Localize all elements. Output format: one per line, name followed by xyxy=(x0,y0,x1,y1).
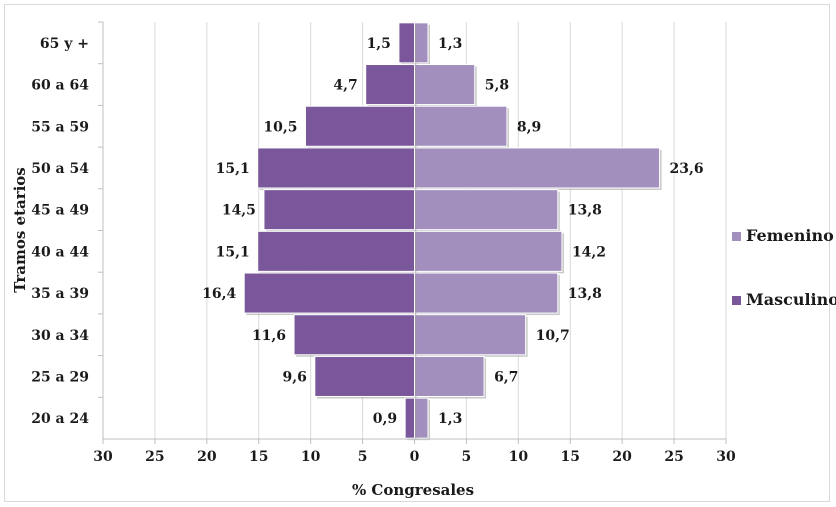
bar-femenino xyxy=(414,314,527,356)
x-tick-label: 25 xyxy=(664,449,683,465)
legend: Femenino Masculino xyxy=(732,226,836,309)
legend-swatch xyxy=(732,232,741,241)
bar-femenino xyxy=(414,147,661,189)
x-tick-label: 0 xyxy=(410,449,420,465)
x-tick-label: 5 xyxy=(462,449,472,465)
data-label: 4,7 xyxy=(333,78,357,94)
bar-masculino xyxy=(243,272,415,314)
y-axis-title: Tramos etarios xyxy=(11,167,29,292)
data-label: 6,7 xyxy=(494,369,518,385)
y-tick-label: 50 a 54 xyxy=(31,161,89,177)
bar-masculino xyxy=(257,230,415,272)
data-label: 1,3 xyxy=(438,411,462,427)
bar-femenino xyxy=(414,64,476,106)
x-tick-label: 10 xyxy=(509,449,529,465)
y-tick-label: 40 a 44 xyxy=(31,244,89,260)
data-label: 13,8 xyxy=(568,203,602,219)
bar-masculino xyxy=(257,147,415,189)
x-tick-label: 30 xyxy=(716,449,736,465)
bar-femenino xyxy=(414,397,429,439)
data-label: 14,2 xyxy=(572,244,606,260)
data-label: 16,4 xyxy=(202,286,236,302)
data-label: 13,8 xyxy=(568,286,602,302)
bar-masculino xyxy=(314,355,416,397)
bar-femenino xyxy=(414,230,563,272)
y-tick-label: 65 y + xyxy=(40,36,89,52)
axes: 30 25 20 15 10 5 0 5 10 15 20 25 30 65 y + 60 a 64 55 a… xyxy=(31,21,736,465)
y-tick-label: 60 a 64 xyxy=(31,78,89,94)
data-label: 8,9 xyxy=(517,119,541,135)
legend-label: Masculino xyxy=(746,290,836,309)
bar-masculino xyxy=(293,314,416,356)
data-label: 11,6 xyxy=(252,328,286,344)
data-label: 1,5 xyxy=(367,36,391,52)
y-tick-label: 45 a 49 xyxy=(31,203,89,219)
bar-masculino xyxy=(263,189,416,231)
y-tick-label: 35 a 39 xyxy=(31,286,89,302)
x-tick-label: 20 xyxy=(197,449,217,465)
y-tick-label: 20 a 24 xyxy=(31,411,89,427)
x-axis-title: % Congresales xyxy=(352,481,474,499)
data-label: 1,3 xyxy=(438,36,462,52)
x-tick-label: 20 xyxy=(612,449,632,465)
y-tick-label: 30 a 34 xyxy=(31,328,89,344)
data-label: 14,5 xyxy=(222,203,256,219)
legend-label: Femenino xyxy=(746,226,834,245)
bars xyxy=(243,22,662,441)
data-labels: 1,3 5,8 8,9 23,6 13,8 14,2 13,8 10,7 6,7 1,3 1,5 4,… xyxy=(202,36,704,427)
bar-masculino xyxy=(404,397,415,439)
data-label: 5,8 xyxy=(485,78,509,94)
x-tick-label: 10 xyxy=(301,449,321,465)
bar-femenino xyxy=(414,105,508,147)
data-label: 10,7 xyxy=(536,328,570,344)
data-label: 0,9 xyxy=(373,411,397,427)
bar-masculino xyxy=(304,105,416,147)
bar-masculino xyxy=(365,64,415,106)
x-tick-label: 5 xyxy=(358,449,368,465)
bar-femenino xyxy=(414,355,485,397)
bar-femenino xyxy=(414,189,559,231)
bar-femenino xyxy=(414,272,559,314)
x-tick-label: 15 xyxy=(561,449,580,465)
bar-masculino xyxy=(398,22,415,64)
y-tick-label: 55 a 59 xyxy=(31,119,89,135)
data-label: 23,6 xyxy=(670,161,704,177)
x-tick-label: 15 xyxy=(249,449,268,465)
data-label: 10,5 xyxy=(263,119,297,135)
data-label: 15,1 xyxy=(216,161,250,177)
data-label: 15,1 xyxy=(216,244,250,260)
y-tick-label: 25 a 29 xyxy=(31,369,89,385)
data-label: 9,6 xyxy=(282,369,306,385)
legend-swatch xyxy=(732,296,741,305)
bar-femenino xyxy=(414,22,429,64)
x-tick-label: 25 xyxy=(145,449,164,465)
x-tick-label: 30 xyxy=(93,449,113,465)
